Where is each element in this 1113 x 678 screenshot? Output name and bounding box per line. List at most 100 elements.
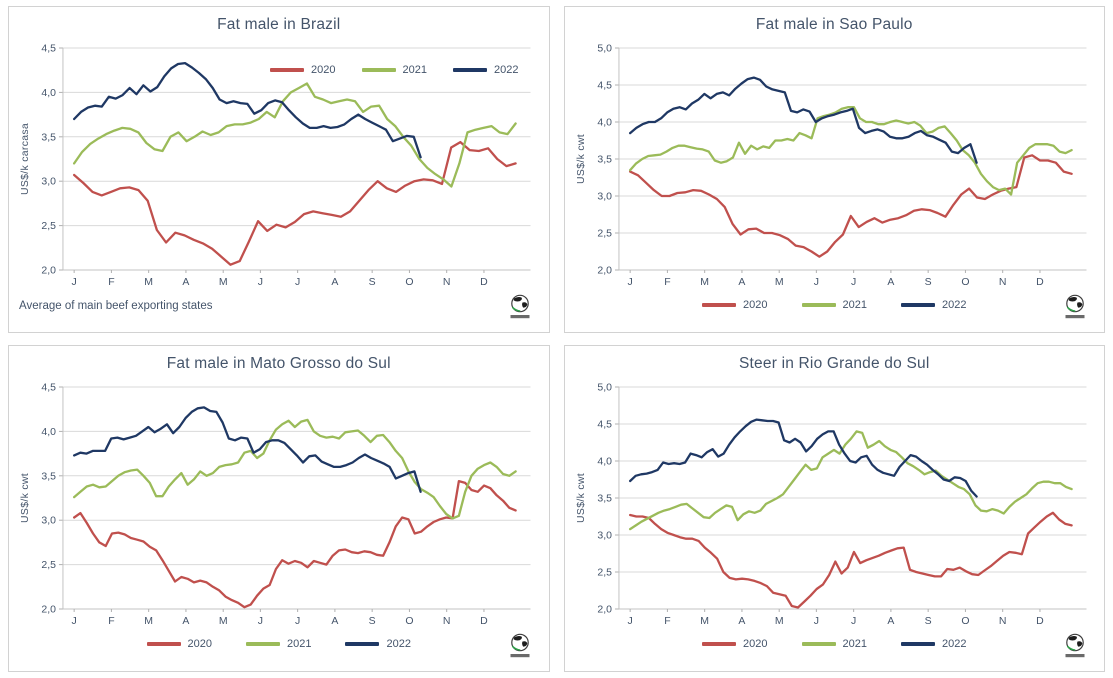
legend: 2020 2021 2022 bbox=[573, 299, 1097, 311]
svg-text:O: O bbox=[405, 277, 413, 288]
line-chart-sao-paulo: 2,0 2,5 3,0 3,5 4,0 4,5 5,0 J F M A M J J A S O N D US$/k c… bbox=[575, 43, 1087, 288]
svg-text:A: A bbox=[887, 277, 894, 288]
svg-text:J: J bbox=[258, 277, 263, 288]
legend-label: 2020 bbox=[743, 299, 768, 311]
legend-label: 2022 bbox=[386, 638, 411, 650]
legend-item-2022: 2022 bbox=[900, 638, 967, 650]
svg-text:D: D bbox=[1036, 277, 1044, 288]
svg-text:4,5: 4,5 bbox=[41, 382, 56, 393]
svg-text:2,0: 2,0 bbox=[41, 604, 56, 615]
legend-label: 2020 bbox=[743, 638, 768, 650]
legend-label: 2022 bbox=[494, 64, 519, 76]
svg-text:J: J bbox=[627, 277, 632, 288]
chart-title: Fat male in Sao Paulo bbox=[755, 16, 913, 33]
chart-panel-fat-male-brazil: Fat male in Brazil 2,0 2,5 3,0 3,5 4,0 4,5 J F M… bbox=[8, 6, 550, 333]
legend-item-2022: 2022 bbox=[453, 64, 519, 76]
svg-text:3,0: 3,0 bbox=[41, 516, 56, 527]
svg-text:F: F bbox=[108, 277, 114, 288]
svg-text:M: M bbox=[700, 616, 709, 627]
svg-text:N: N bbox=[443, 616, 451, 627]
svg-text:S: S bbox=[924, 616, 931, 627]
legend-swatch-2022 bbox=[345, 642, 380, 646]
svg-text:J: J bbox=[851, 616, 856, 627]
line-chart-rio-grande-do-sul: 2,0 2,5 3,0 3,5 4,0 4,5 5,0 J F M A M J J A S O N D US$/k c… bbox=[575, 382, 1087, 627]
svg-text:2,5: 2,5 bbox=[597, 567, 612, 578]
legend-item-2020: 2020 bbox=[702, 638, 768, 650]
legend-item-2021: 2021 bbox=[246, 638, 311, 650]
svg-text:F: F bbox=[664, 616, 670, 627]
chart-panel-fat-male-mato-grosso-do-sul: Fat male in Mato Grosso do Sul 2,0 2,5 3,0… bbox=[8, 345, 550, 672]
legend-swatch-2021 bbox=[361, 68, 396, 72]
chart-title: Fat male in Brazil bbox=[217, 16, 341, 33]
legend-label: 2021 bbox=[402, 64, 428, 76]
legend-swatch-2021 bbox=[801, 303, 836, 307]
svg-text:3,0: 3,0 bbox=[597, 530, 612, 541]
svg-text:S: S bbox=[924, 277, 931, 288]
svg-text:J: J bbox=[851, 277, 856, 288]
svg-text:J: J bbox=[72, 616, 77, 627]
svg-text:3,5: 3,5 bbox=[597, 154, 612, 165]
legend-swatch-2022 bbox=[900, 303, 935, 307]
svg-text:5,0: 5,0 bbox=[597, 43, 612, 54]
svg-text:4,0: 4,0 bbox=[597, 456, 612, 467]
legend-label: 2022 bbox=[941, 638, 967, 650]
svg-text:O: O bbox=[961, 616, 969, 627]
chart-footnote: Average of main beef exporting states bbox=[19, 300, 213, 312]
svg-text:S: S bbox=[369, 616, 376, 627]
svg-text:J: J bbox=[813, 616, 818, 627]
chart-panel-fat-male-sao-paulo: Fat male in Sao Paulo 2,0 2,5 3,0 3,5 4,0 4,5… bbox=[563, 6, 1105, 333]
svg-text:US$/k cwt: US$/k cwt bbox=[20, 473, 31, 523]
svg-text:J: J bbox=[627, 616, 632, 627]
svg-text:A: A bbox=[738, 277, 745, 288]
svg-text:4,0: 4,0 bbox=[597, 117, 612, 128]
svg-text:4,0: 4,0 bbox=[41, 88, 56, 99]
svg-text:F: F bbox=[664, 277, 670, 288]
legend-label: 2021 bbox=[842, 299, 867, 311]
svg-text:M: M bbox=[144, 616, 153, 627]
globe-logo-icon bbox=[507, 632, 533, 660]
legend-swatch-2022 bbox=[900, 642, 935, 646]
svg-text:3,5: 3,5 bbox=[41, 471, 56, 482]
svg-text:US$/k cwt: US$/k cwt bbox=[575, 473, 586, 523]
legend-item-2020: 2020 bbox=[270, 64, 336, 76]
svg-text:5,0: 5,0 bbox=[597, 382, 612, 393]
legend-item-2021: 2021 bbox=[801, 638, 867, 650]
svg-text:M: M bbox=[774, 277, 783, 288]
globe-logo-icon bbox=[507, 293, 533, 321]
legend-swatch-2021 bbox=[246, 642, 280, 646]
svg-text:A: A bbox=[738, 616, 745, 627]
legend: 2020 2021 2022 bbox=[270, 64, 519, 76]
chart-title: Fat male in Mato Grosso do Sul bbox=[166, 355, 391, 372]
legend-swatch-2020 bbox=[146, 642, 181, 646]
svg-text:2,5: 2,5 bbox=[41, 221, 56, 232]
svg-text:D: D bbox=[480, 277, 488, 288]
svg-text:S: S bbox=[369, 277, 376, 288]
svg-text:J: J bbox=[258, 616, 263, 627]
svg-text:A: A bbox=[182, 277, 189, 288]
legend-swatch-2020 bbox=[270, 68, 305, 72]
legend-swatch-2021 bbox=[801, 642, 836, 646]
legend-label: 2021 bbox=[287, 638, 312, 650]
line-chart-mato-grosso-do-sul: 2,0 2,5 3,0 3,5 4,0 4,5 J F M A M J J A S O N D US$/k cwt bbox=[20, 382, 531, 627]
legend-label: 2020 bbox=[187, 638, 212, 650]
legend: 2020 2021 2022 bbox=[573, 638, 1097, 650]
svg-text:4,5: 4,5 bbox=[597, 419, 612, 430]
legend-item-2021: 2021 bbox=[801, 299, 867, 311]
legend-swatch-2022 bbox=[453, 68, 488, 72]
svg-text:2,0: 2,0 bbox=[597, 265, 612, 276]
svg-text:4,5: 4,5 bbox=[597, 80, 612, 91]
svg-text:3,0: 3,0 bbox=[41, 177, 56, 188]
svg-text:N: N bbox=[998, 616, 1006, 627]
svg-text:F: F bbox=[108, 616, 114, 627]
svg-text:US$/k cwt: US$/k cwt bbox=[575, 134, 586, 184]
globe-logo-icon bbox=[1062, 293, 1088, 321]
legend-item-2020: 2020 bbox=[146, 638, 212, 650]
svg-text:O: O bbox=[405, 616, 413, 627]
svg-text:J: J bbox=[295, 277, 300, 288]
legend-swatch-2020 bbox=[702, 642, 737, 646]
svg-text:M: M bbox=[219, 277, 228, 288]
line-chart-brazil: 2,0 2,5 3,0 3,5 4,0 4,5 J F M A M J J A S O N D US$/k carc… bbox=[20, 43, 531, 288]
svg-text:2,0: 2,0 bbox=[597, 604, 612, 615]
svg-text:2,0: 2,0 bbox=[41, 265, 56, 276]
